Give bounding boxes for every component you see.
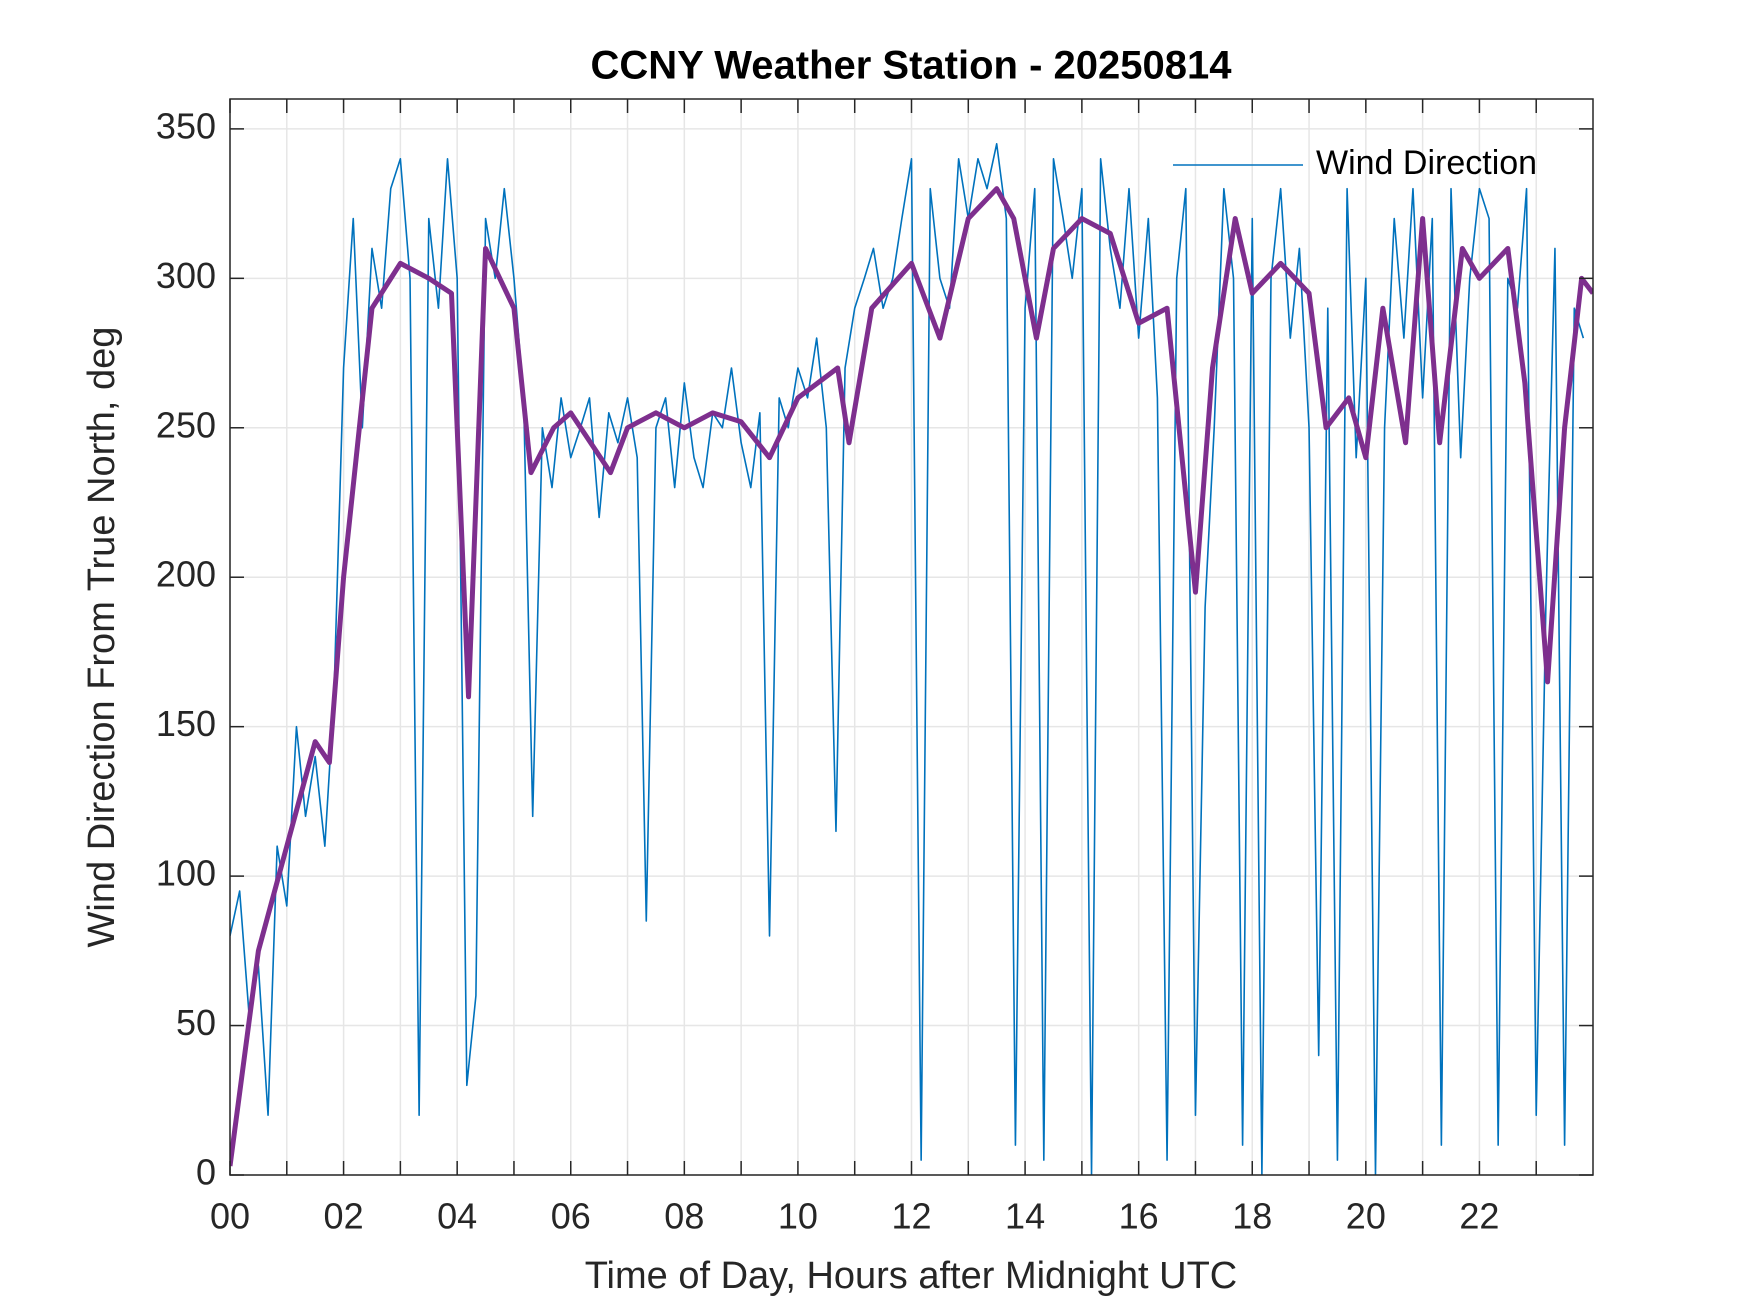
x-tick-label: 22 [1459, 1196, 1499, 1237]
y-tick-label: 200 [156, 554, 216, 595]
legend-label: Wind Direction [1316, 144, 1537, 182]
x-tick-label: 10 [778, 1196, 818, 1237]
x-tick-label: 00 [210, 1196, 250, 1237]
y-tick-label: 150 [156, 703, 216, 744]
x-tick-label: 12 [891, 1196, 931, 1237]
chart-title: CCNY Weather Station - 20250814 [591, 44, 1233, 88]
y-tick-label: 350 [156, 105, 216, 146]
x-tick-label: 08 [664, 1196, 704, 1237]
y-axis-label: Wind Direction From True North, deg [81, 327, 123, 948]
y-tick-label: 50 [176, 1002, 216, 1043]
x-tick-label: 02 [324, 1196, 364, 1237]
x-tick-label: 18 [1232, 1196, 1272, 1237]
y-tick-label: 100 [156, 853, 216, 894]
y-tick-label: 300 [156, 255, 216, 296]
x-axis-label: Time of Day, Hours after Midnight UTC [585, 1255, 1238, 1297]
y-tick-label: 250 [156, 404, 216, 445]
x-tick-label: 20 [1346, 1196, 1386, 1237]
x-tick-label: 04 [437, 1196, 477, 1237]
x-tick-label: 14 [1005, 1196, 1045, 1237]
y-tick-label: 0 [196, 1152, 216, 1193]
x-tick-label: 16 [1119, 1196, 1159, 1237]
line-series [230, 143, 1585, 1175]
line-series [230, 186, 1593, 1167]
x-tick-label: 06 [551, 1196, 591, 1237]
